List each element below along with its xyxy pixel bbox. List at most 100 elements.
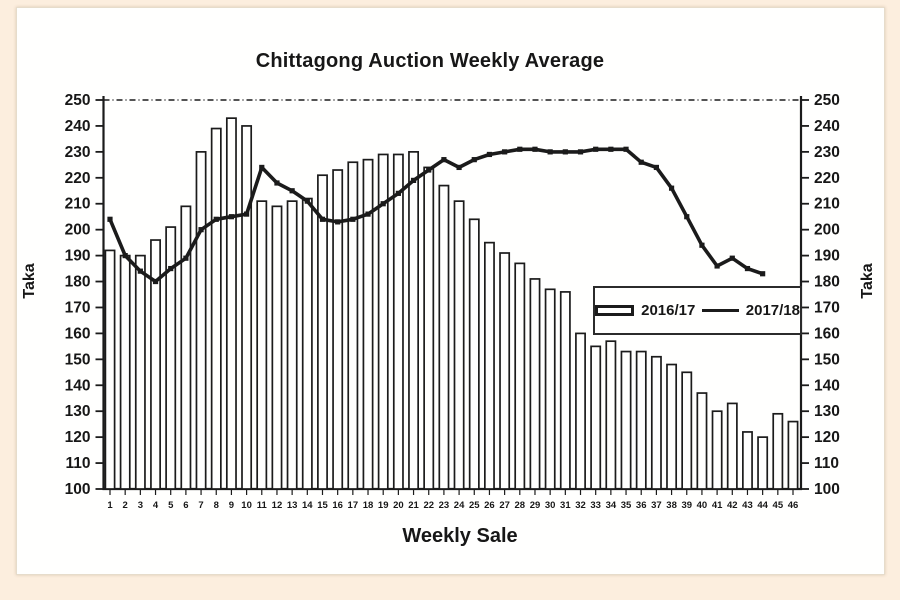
line-marker: [608, 146, 614, 152]
line-marker: [426, 167, 432, 173]
chart-legend: 2016/17 2017/18: [593, 286, 802, 335]
x-tick-label: 1: [107, 500, 113, 511]
line-marker: [623, 146, 629, 152]
line-marker: [441, 157, 447, 163]
line-marker: [319, 216, 326, 222]
x-tick-label: 15: [317, 500, 328, 511]
bar: [332, 169, 344, 490]
y-tick-label-right: 190: [814, 248, 840, 265]
x-tick-label: 24: [454, 500, 465, 511]
x-tick-label: 33: [590, 500, 601, 511]
x-tick-label: 32: [575, 500, 586, 511]
bar: [241, 125, 253, 490]
x-tick-label: 16: [332, 500, 343, 511]
line-marker: [638, 159, 644, 165]
x-tick-label: 44: [757, 500, 768, 511]
y-tick-label-left: 100: [65, 481, 91, 498]
x-tick-label: 28: [515, 500, 526, 511]
x-tick-label: 42: [727, 500, 738, 511]
line-series-2017-18: [107, 146, 766, 285]
bar: [681, 371, 693, 490]
bar: [757, 436, 769, 490]
bar: [575, 332, 586, 490]
x-tick-label: 12: [272, 500, 283, 511]
line-marker: [244, 211, 250, 217]
line-marker: [760, 271, 766, 277]
x-tick-label: 27: [499, 500, 510, 511]
line-marker: [547, 149, 553, 155]
x-tick-label: 3: [138, 500, 143, 511]
line-marker: [152, 278, 159, 285]
x-tick-label: 39: [681, 500, 692, 511]
line-marker: [137, 268, 143, 274]
bar: [362, 158, 374, 490]
y-tick-label-left: 190: [65, 248, 91, 265]
line-marker: [486, 151, 493, 158]
y-tick-label-left: 230: [65, 144, 91, 161]
bar: [453, 200, 465, 490]
y-tick-label-right: 230: [814, 144, 840, 161]
bar: [514, 262, 526, 490]
y-tick-label-right: 110: [814, 455, 839, 472]
x-tick-label: 37: [651, 500, 662, 511]
x-tick-label: 45: [773, 500, 784, 511]
line-marker: [395, 190, 401, 196]
line-marker: [198, 227, 204, 233]
x-tick-label: 5: [168, 500, 174, 511]
line-marker: [471, 157, 477, 163]
x-tick-label: 8: [214, 500, 219, 511]
x-tick-label: 18: [363, 500, 374, 511]
bar-series-2016-17: [104, 117, 799, 490]
y-axis-title-left: Taka: [21, 263, 38, 299]
line-marker: [168, 265, 174, 272]
line-marker: [213, 216, 219, 222]
y-tick-label-left: 200: [65, 222, 91, 239]
y-tick-label-right: 100: [814, 481, 840, 498]
line-marker: [668, 185, 675, 191]
bar: [104, 249, 116, 490]
y-tick-label-left: 170: [65, 299, 91, 316]
bar: [150, 239, 161, 490]
x-tick-label: 11: [257, 500, 268, 511]
line-marker: [122, 253, 128, 259]
y-tick-label-left: 220: [65, 170, 91, 187]
y-tick-label-left: 150: [65, 351, 91, 368]
bar: [134, 254, 146, 490]
x-tick-label: 10: [241, 500, 252, 511]
y-tick-label-left: 120: [65, 429, 91, 446]
x-tick-label: 40: [697, 500, 708, 511]
bar: [711, 410, 723, 490]
y-axis-title-right: Taka: [859, 263, 876, 299]
line-marker: [365, 211, 371, 217]
x-tick-label: 19: [378, 500, 389, 511]
bar: [377, 153, 389, 490]
y-tick-label-right: 120: [814, 429, 840, 446]
line-marker: [350, 216, 356, 222]
line-marker: [699, 242, 705, 248]
x-tick-label: 38: [666, 500, 677, 511]
bar: [271, 205, 283, 490]
x-tick-label: 34: [606, 500, 617, 511]
bar: [696, 392, 708, 490]
line-marker: [289, 188, 295, 194]
bar: [165, 226, 177, 490]
chart-title: Chittagong Auction Weekly Average: [255, 50, 605, 72]
y-tick-label-right: 180: [814, 274, 840, 291]
bar: [256, 200, 268, 490]
x-tick-label: 6: [183, 500, 188, 511]
bar: [347, 161, 359, 490]
line-marker: [335, 219, 341, 225]
bar: [590, 345, 602, 490]
bar: [483, 241, 495, 490]
bar: [286, 200, 298, 490]
line-marker: [714, 263, 720, 269]
y-tick-label-right: 210: [814, 196, 840, 213]
line-marker: [183, 255, 189, 261]
bar: [726, 402, 738, 490]
bar: [544, 288, 556, 490]
line-marker: [684, 214, 690, 220]
y-tick-label-right: 250: [814, 92, 840, 109]
line-marker: [744, 265, 751, 272]
